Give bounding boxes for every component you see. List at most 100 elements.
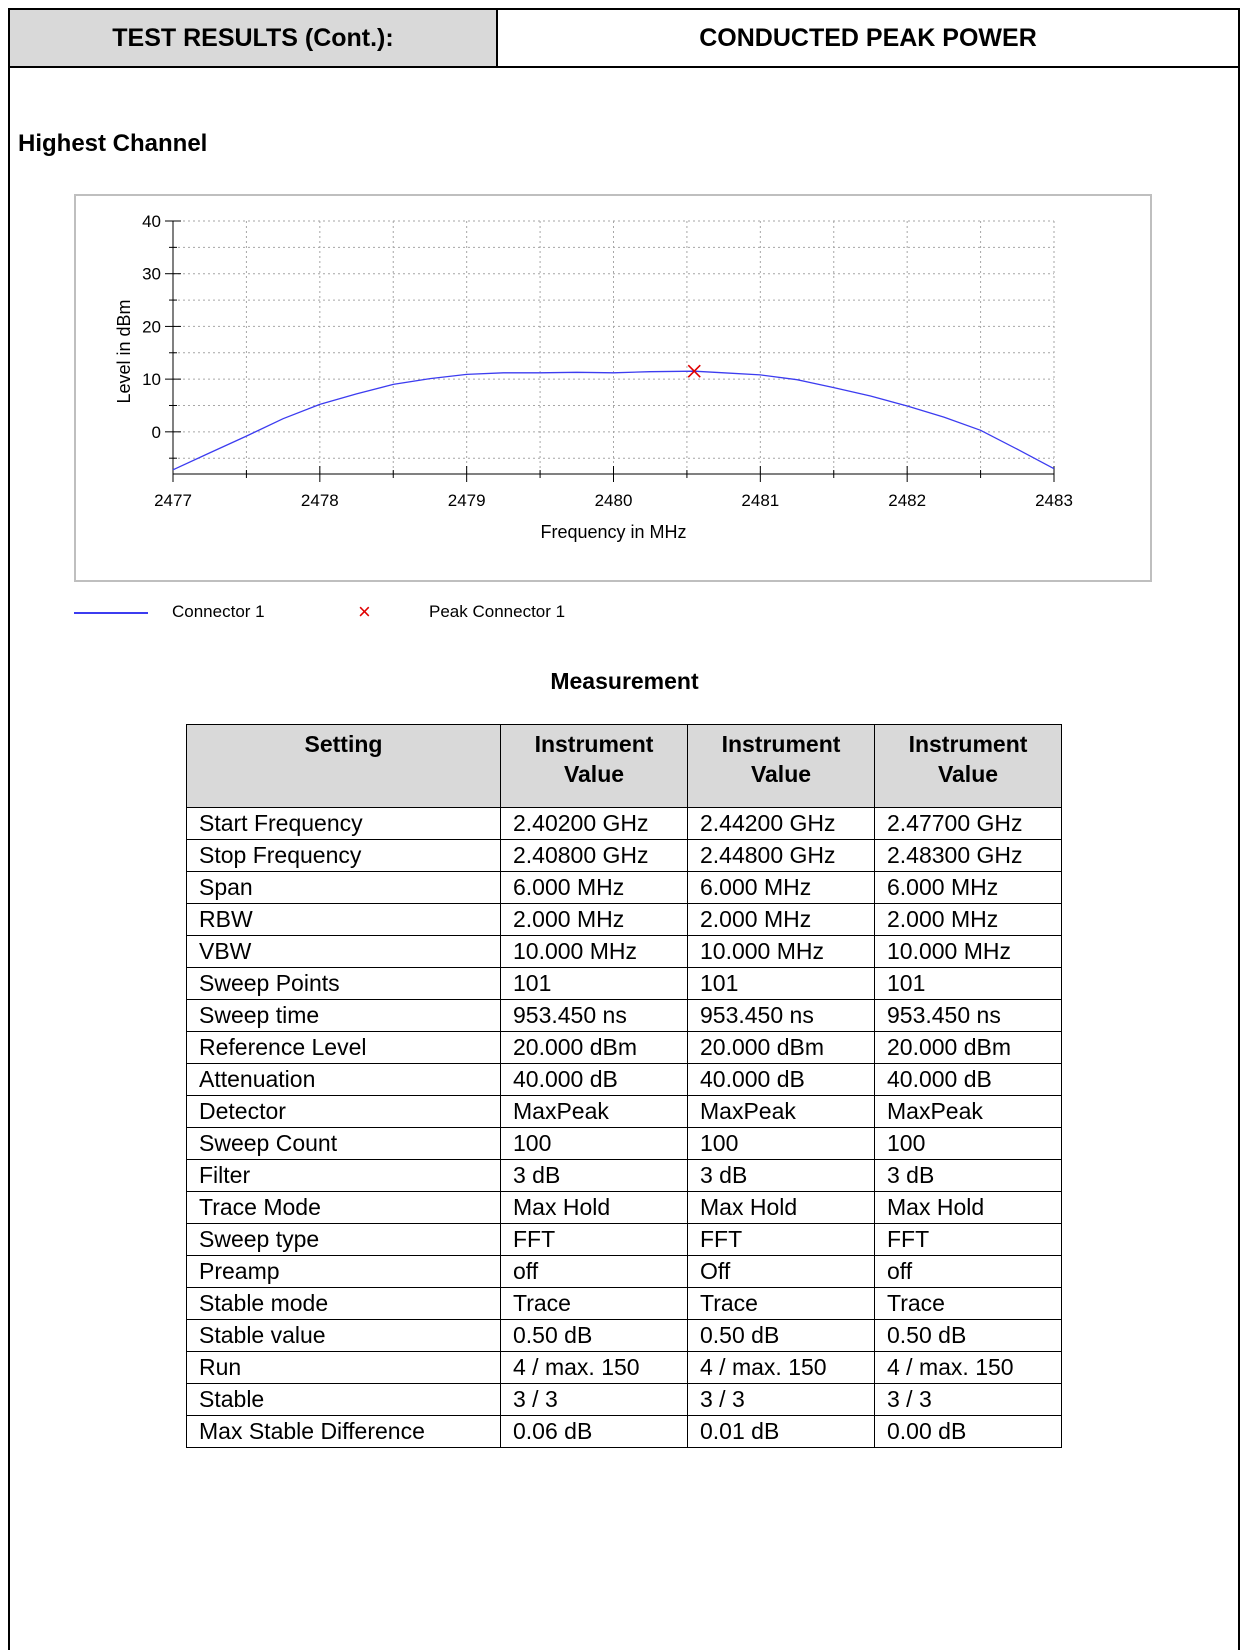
table-row: Span 6.000 MHz 6.000 MHz 6.000 MHz	[186, 871, 1062, 904]
table-row: RBW 2.000 MHz 2.000 MHz 2.000 MHz	[186, 903, 1062, 936]
value-cell: 0.06 dB	[500, 1415, 688, 1448]
value-cell: MaxPeak	[500, 1095, 688, 1128]
table-row: Reference Level 20.000 dBm 20.000 dBm 20.00…	[186, 1031, 1062, 1064]
y-tick-label: 20	[142, 317, 161, 336]
value-cell: 2.000 MHz	[687, 903, 875, 936]
value-cell: 4 / max. 150	[874, 1351, 1062, 1384]
value-cell: Max Hold	[500, 1191, 688, 1224]
x-axis-title: Frequency in MHz	[540, 522, 686, 542]
setting-cell: Stable	[186, 1383, 501, 1416]
table-row: Run 4 / max. 150 4 / max. 150 4 / max. 150	[186, 1351, 1062, 1384]
y-tick-label: 40	[142, 212, 161, 231]
value-cell: 10.000 MHz	[687, 935, 875, 968]
value-cell: 4 / max. 150	[500, 1351, 688, 1384]
table-row: Preamp off Off off	[186, 1255, 1062, 1288]
x-tick-label: 2479	[448, 491, 486, 510]
value-cell: off	[874, 1255, 1062, 1288]
value-cell: 0.00 dB	[874, 1415, 1062, 1448]
setting-cell: Max Stable Difference	[186, 1415, 501, 1448]
table-row: Detector MaxPeak MaxPeak MaxPeak	[186, 1095, 1062, 1128]
value-cell: 10.000 MHz	[874, 935, 1062, 968]
value-cell: 20.000 dBm	[500, 1031, 688, 1064]
table-row: Max Stable Difference 0.06 dB 0.01 dB 0.00 …	[186, 1415, 1062, 1448]
chart-legend: Connector 1 × Peak Connector 1	[74, 599, 774, 626]
peak-marker-stroke	[687, 364, 701, 378]
header-setting: Setting	[186, 724, 501, 808]
header-instrument-value: Instrument Value	[687, 724, 875, 808]
setting-cell: Start Frequency	[186, 807, 501, 840]
chart-axes: 0 10 20 30 40 2477 2478 2479 2480 2481 2482 2483	[142, 212, 1073, 510]
table-body: Start Frequency 2.40200 GHz 2.44200 GHz 2.4…	[186, 807, 1062, 1448]
setting-cell: Stop Frequency	[186, 839, 501, 872]
series-line-connector-1	[172, 370, 1055, 471]
value-cell: 10.000 MHz	[500, 935, 688, 968]
setting-cell: Sweep Points	[186, 967, 501, 1000]
x-tick-label: 2480	[595, 491, 633, 510]
legend-series-label: Connector 1	[172, 602, 265, 621]
setting-cell: Stable mode	[186, 1287, 501, 1320]
value-cell: 3 dB	[874, 1159, 1062, 1192]
setting-cell: Span	[186, 871, 501, 904]
setting-cell: Attenuation	[186, 1063, 501, 1096]
y-tick-label: 0	[152, 423, 161, 442]
value-cell: 2.000 MHz	[500, 903, 688, 936]
legend-peak-label: Peak Connector 1	[429, 602, 566, 621]
table-row: Sweep type FFT FFT FFT	[186, 1223, 1062, 1256]
section-title: Highest Channel	[18, 130, 208, 157]
setting-cell: Sweep type	[186, 1223, 501, 1256]
value-cell: 6.000 MHz	[500, 871, 688, 904]
value-cell: MaxPeak	[874, 1095, 1062, 1128]
power-chart: 0 10 20 30 40 2477 2478 2479 2480 2481 2482 2483 Fr…	[114, 212, 1073, 542]
value-cell: 40.000 dB	[687, 1063, 875, 1096]
value-cell: 2.000 MHz	[874, 903, 1062, 936]
value-cell: Off	[687, 1255, 875, 1288]
value-cell: 2.40800 GHz	[500, 839, 688, 872]
x-tick-label: 2477	[154, 491, 192, 510]
table-title: Measurement	[550, 668, 699, 694]
x-tick-label: 2483	[1035, 491, 1073, 510]
header-test-results: TEST RESULTS (Cont.):	[10, 10, 498, 66]
table-row: Trace Mode Max Hold Max Hold Max Hold	[186, 1191, 1062, 1224]
value-cell: FFT	[687, 1223, 875, 1256]
setting-cell: Sweep Count	[186, 1127, 501, 1160]
setting-cell: Filter	[186, 1159, 501, 1192]
page-frame	[8, 8, 1240, 1650]
value-cell: 953.450 ns	[500, 999, 688, 1032]
setting-cell: Reference Level	[186, 1031, 501, 1064]
setting-cell: Trace Mode	[186, 1191, 501, 1224]
setting-cell: VBW	[186, 935, 501, 968]
value-cell: 0.50 dB	[874, 1319, 1062, 1352]
header-instrument-value: Instrument Value	[874, 724, 1062, 808]
value-cell: 40.000 dB	[874, 1063, 1062, 1096]
table-row: Stable value 0.50 dB 0.50 dB 0.50 dB	[186, 1319, 1062, 1352]
peak-marker	[687, 364, 701, 378]
table-row: Stable mode Trace Trace Trace	[186, 1287, 1062, 1320]
table-row: VBW 10.000 MHz 10.000 MHz 10.000 MHz	[186, 935, 1062, 968]
chart-container: 0 10 20 30 40 2477 2478 2479 2480 2481 2482 2483 Fr…	[74, 194, 1152, 582]
value-cell: Trace	[500, 1287, 688, 1320]
value-cell: 101	[500, 967, 688, 1000]
table-row: Sweep Points 101 101 101	[186, 967, 1062, 1000]
measurement-table: Setting Instrument Value Instrument Value …	[186, 724, 1062, 1448]
value-cell: 100	[500, 1127, 688, 1160]
value-cell: 2.47700 GHz	[874, 807, 1062, 840]
value-cell: off	[500, 1255, 688, 1288]
value-cell: 2.48300 GHz	[874, 839, 1062, 872]
report-header: TEST RESULTS (Cont.): CONDUCTED PEAK POW…	[8, 8, 1240, 68]
value-cell: 953.450 ns	[687, 999, 875, 1032]
x-tick-label: 2478	[301, 491, 339, 510]
setting-cell: Detector	[186, 1095, 501, 1128]
value-cell: 0.01 dB	[687, 1415, 875, 1448]
value-cell: Max Hold	[687, 1191, 875, 1224]
chart-series	[172, 364, 1055, 471]
value-cell: 6.000 MHz	[687, 871, 875, 904]
value-cell: 101	[687, 967, 875, 1000]
y-tick-label: 30	[142, 265, 161, 284]
setting-cell: Sweep time	[186, 999, 501, 1032]
value-cell: 3 / 3	[687, 1383, 875, 1416]
value-cell: 100	[874, 1127, 1062, 1160]
value-cell: 4 / max. 150	[687, 1351, 875, 1384]
setting-cell: RBW	[186, 903, 501, 936]
value-cell: 0.50 dB	[500, 1319, 688, 1352]
